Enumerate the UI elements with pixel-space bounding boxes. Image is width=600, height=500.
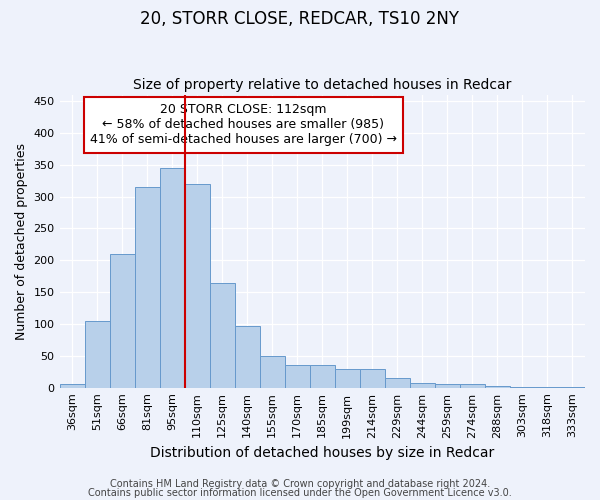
Bar <box>310 366 335 388</box>
Bar <box>360 368 385 388</box>
Bar <box>410 382 435 388</box>
Bar <box>85 321 110 388</box>
Bar <box>485 386 510 388</box>
Bar <box>160 168 185 388</box>
Bar <box>510 387 535 388</box>
Bar <box>235 326 260 388</box>
Y-axis label: Number of detached properties: Number of detached properties <box>15 142 28 340</box>
X-axis label: Distribution of detached houses by size in Redcar: Distribution of detached houses by size … <box>150 446 494 460</box>
Title: Size of property relative to detached houses in Redcar: Size of property relative to detached ho… <box>133 78 511 92</box>
Text: 20, STORR CLOSE, REDCAR, TS10 2NY: 20, STORR CLOSE, REDCAR, TS10 2NY <box>140 10 460 28</box>
Text: Contains HM Land Registry data © Crown copyright and database right 2024.: Contains HM Land Registry data © Crown c… <box>110 479 490 489</box>
Bar <box>335 369 360 388</box>
Text: Contains public sector information licensed under the Open Government Licence v3: Contains public sector information licen… <box>88 488 512 498</box>
Bar <box>285 366 310 388</box>
Bar <box>535 387 560 388</box>
Bar <box>209 282 235 388</box>
Bar <box>460 384 485 388</box>
Bar <box>134 187 160 388</box>
Bar <box>185 184 209 388</box>
Text: 20 STORR CLOSE: 112sqm
← 58% of detached houses are smaller (985)
41% of semi-de: 20 STORR CLOSE: 112sqm ← 58% of detached… <box>90 104 397 146</box>
Bar <box>560 387 585 388</box>
Bar <box>110 254 134 388</box>
Bar <box>260 356 285 388</box>
Bar <box>59 384 85 388</box>
Bar <box>435 384 460 388</box>
Bar <box>385 378 410 388</box>
